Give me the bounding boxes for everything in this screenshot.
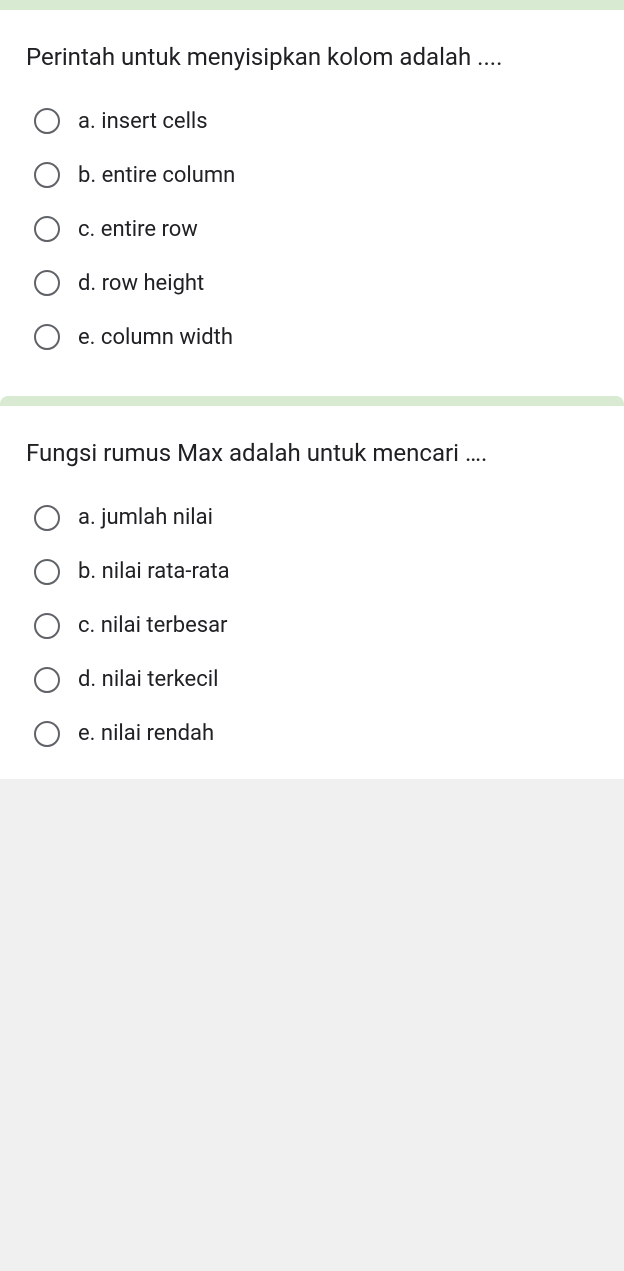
option-label: d. nilai terkecil (78, 667, 218, 692)
question-card: Perintah untuk menyisipkan kolom adalah … (0, 0, 624, 382)
options-list: a. insert cells b. entire column c. enti… (26, 108, 598, 350)
option-label: c. entire row (78, 217, 198, 242)
option-label: b. entire column (78, 163, 235, 188)
option-label: e. nilai rendah (78, 721, 214, 746)
radio-icon[interactable] (34, 667, 60, 693)
option-label: b. nilai rata-rata (78, 559, 230, 584)
question-text: Fungsi rumus Max adalah untuk mencari …. (26, 434, 598, 472)
option-label: a. insert cells (78, 109, 208, 134)
radio-icon[interactable] (34, 270, 60, 296)
option-row[interactable]: b. entire column (34, 162, 598, 188)
option-row[interactable]: a. jumlah nilai (34, 505, 598, 531)
option-label: d. row height (78, 271, 204, 296)
radio-icon[interactable] (34, 216, 60, 242)
question-card: Fungsi rumus Max adalah untuk mencari ….… (0, 396, 624, 778)
option-row[interactable]: c. nilai terbesar (34, 613, 598, 639)
radio-icon[interactable] (34, 559, 60, 585)
option-row[interactable]: d. row height (34, 270, 598, 296)
question-text: Perintah untuk menyisipkan kolom adalah … (26, 38, 598, 76)
option-row[interactable]: b. nilai rata-rata (34, 559, 598, 585)
option-row[interactable]: a. insert cells (34, 108, 598, 134)
option-row[interactable]: c. entire row (34, 216, 598, 242)
option-label: a. jumlah nilai (78, 505, 213, 530)
form-container: Perintah untuk menyisipkan kolom adalah … (0, 0, 624, 779)
options-list: a. jumlah nilai b. nilai rata-rata c. ni… (26, 505, 598, 747)
option-label: e. column width (78, 325, 233, 350)
option-label: c. nilai terbesar (78, 613, 228, 638)
radio-icon[interactable] (34, 613, 60, 639)
radio-icon[interactable] (34, 721, 60, 747)
radio-icon[interactable] (34, 108, 60, 134)
radio-icon[interactable] (34, 162, 60, 188)
option-row[interactable]: e. column width (34, 324, 598, 350)
radio-icon[interactable] (34, 324, 60, 350)
radio-icon[interactable] (34, 505, 60, 531)
option-row[interactable]: e. nilai rendah (34, 721, 598, 747)
option-row[interactable]: d. nilai terkecil (34, 667, 598, 693)
